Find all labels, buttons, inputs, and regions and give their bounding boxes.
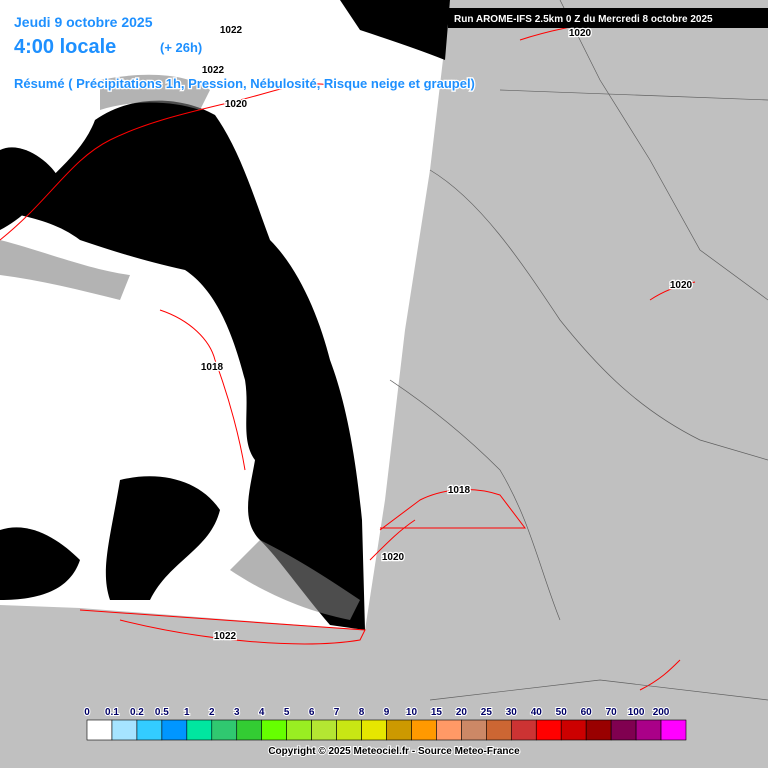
legend-label: 200 [653,707,670,718]
legend-swatch [361,719,387,741]
legend-swatch [386,719,412,741]
legend-label: 9 [384,707,390,718]
clouds [0,0,450,630]
legend-swatch [610,719,637,741]
legend-swatch [86,719,113,741]
lead-time: (+ 26h) [160,40,202,55]
legend-label: 6 [309,707,315,718]
legend-label: 3 [234,707,240,718]
legend-label: 40 [531,707,543,718]
legend-label: 20 [456,707,468,718]
isobar-label: 1020 [382,552,405,563]
borders [389,0,768,701]
legend-swatch [336,719,362,741]
isobar-label: 1022 [220,25,243,36]
isobar-labels: 1022 1022 1020 1020 1020 1018 1018 1020 1022 [200,24,694,644]
legend-swatch [461,719,487,741]
legend-label: 15 [431,707,443,718]
legend-label: 4 [259,707,265,718]
isobar-label: 1018 [448,485,471,496]
run-banner [448,8,768,28]
legend-swatch [585,719,612,741]
legend-label: 5 [284,707,290,718]
isobar-label: 1020 [670,280,693,291]
isobar-label: 1022 [214,631,237,642]
legend-label: 8 [359,707,365,718]
legend-label: 70 [606,707,618,718]
legend-swatch [161,719,188,741]
legend-swatch [211,719,238,741]
legend-label: 0.1 [105,707,119,718]
legend-label: 10 [406,707,418,718]
legend-swatch [286,719,312,741]
date: Jeudi 9 octobre 2025 [14,14,153,30]
copyright: Copyright © 2025 Meteociel.fr - Source M… [268,746,520,757]
cloud-edges [0,74,360,620]
legend-label: 0 [84,707,90,718]
legend-swatch [136,719,163,741]
legend-label: 1 [184,707,190,718]
subtitle: Résumé ( Précipitations 1h, Pression, Né… [14,76,475,91]
legend-label: 30 [506,707,518,718]
legend-label: 7 [334,707,340,718]
legend-swatch [436,719,462,741]
legend-swatch [411,719,437,741]
legend-swatch [236,719,263,741]
legend-swatch [186,719,213,741]
legend-label: 0.2 [130,707,144,718]
legend-swatch [486,719,512,741]
legend-swatch [311,719,337,741]
legend-label: 25 [481,707,493,718]
isobar-label: 1022 [202,65,225,76]
legend-label: 2 [209,707,215,718]
isobar-label: 1020 [225,99,248,110]
legend: 0 0.1 0.2 0.5 1 2 3 4 5 6 7 8 9 10 15 20 25 30 40 50 60 70 100… [83,706,687,741]
isobar-label: 1018 [201,362,224,373]
legend-swatch [535,719,562,741]
legend-label: 100 [628,707,645,718]
legend-swatch [261,719,287,741]
time: 4:00 locale [14,36,116,58]
legend-label: 50 [556,707,568,718]
legend-swatch [111,719,138,741]
isobar-label: 1020 [569,28,592,39]
run-info: Run AROME-IFS 2.5km 0 Z du Mercredi 8 oc… [454,14,713,25]
legend-swatch [510,719,537,741]
legend-swatch [635,719,662,741]
legend-label: 0.5 [155,707,169,718]
legend-swatch [660,719,687,741]
legend-swatch [560,719,587,741]
legend-label: 60 [581,707,593,718]
